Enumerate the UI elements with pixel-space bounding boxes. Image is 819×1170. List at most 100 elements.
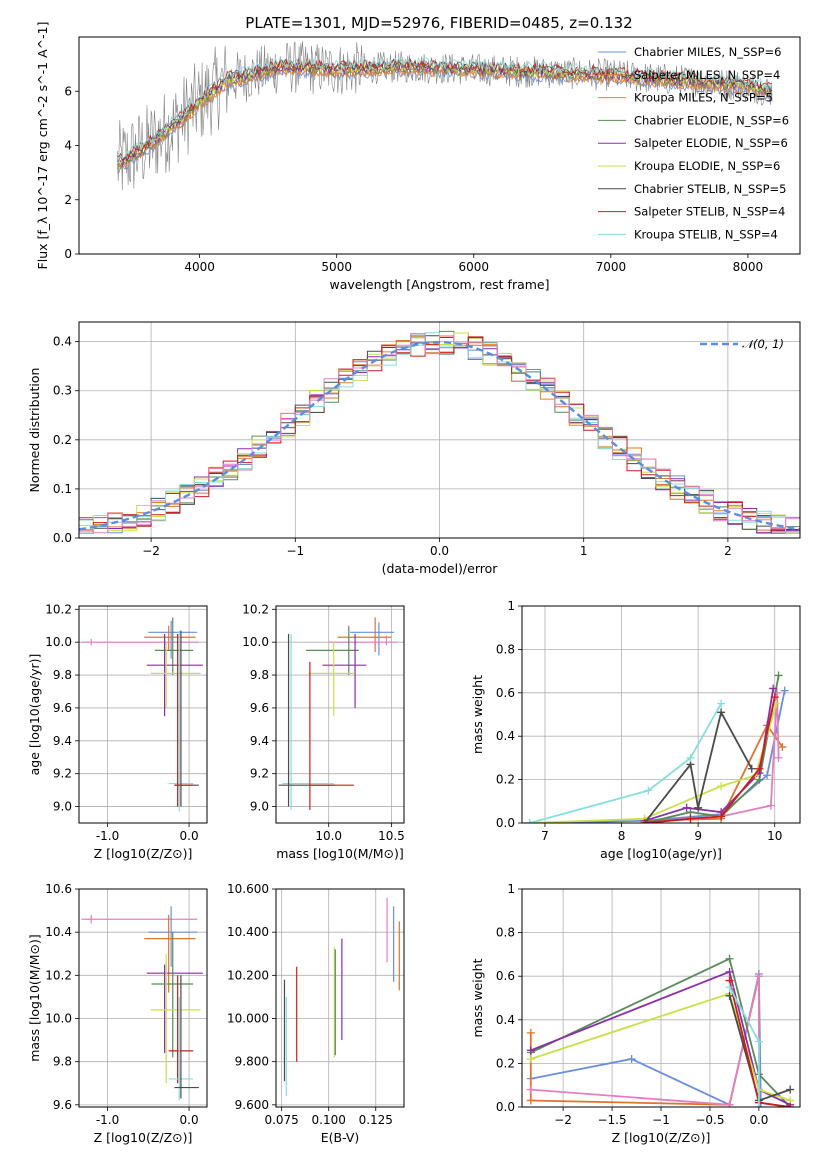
axes-frame bbox=[521, 605, 801, 824]
y-tick-label: 0.6 bbox=[496, 969, 515, 983]
legend-entry: Chabrier STELIB, N_SSP=5 bbox=[634, 182, 786, 196]
mass-weight-marker bbox=[526, 1096, 535, 1105]
x-tick-label: 5000 bbox=[321, 260, 352, 274]
y-tick-label: 0.2 bbox=[496, 773, 515, 787]
mass-weight-marker bbox=[644, 786, 653, 795]
y-tick-label: 2 bbox=[64, 193, 72, 207]
y-axis-label: Normed distribution bbox=[27, 368, 42, 493]
mass-weight-marker bbox=[774, 671, 783, 680]
y-tick-label: 10.200 bbox=[227, 968, 269, 982]
model-spectrum-line bbox=[117, 56, 773, 164]
mass-weight-marker bbox=[786, 1103, 795, 1107]
y-tick-label: 10.0 bbox=[45, 635, 72, 649]
plot-area-mass_vs_Z bbox=[81, 906, 203, 1101]
y-tick-label: 9.6 bbox=[53, 1098, 72, 1112]
x-axis-label: Z [log10(Z/Z⊙)] bbox=[612, 1130, 711, 1145]
y-axis-label: age [log10(age/yr)] bbox=[27, 654, 42, 776]
x-tick-label: 10.0 bbox=[315, 829, 342, 843]
mass-weight-marker bbox=[773, 688, 782, 697]
ticks-weight_vs_Z: −2 −1.5 −1 −0.5 0.0 0.0 0.2 0.4 0.6 0.8 1 bbox=[496, 882, 769, 1127]
y-tick-label: 0.8 bbox=[496, 642, 515, 656]
chart-spectrum: 4000 5000 6000 7000 8000 0 2 4 6 wavelength [Angs… bbox=[35, 22, 801, 292]
legend-entry: Salpeter STELIB, N_SSP=4 bbox=[634, 205, 785, 219]
plot-area-age_vs_Z bbox=[81, 617, 203, 812]
mass-weight-marker bbox=[717, 812, 726, 821]
mass-weight-line bbox=[530, 970, 791, 1106]
mass-weight-marker bbox=[754, 1037, 763, 1046]
y-tick-label: 10.400 bbox=[227, 925, 269, 939]
plot-area-residuals bbox=[79, 330, 800, 534]
y-tick-label: 9.4 bbox=[250, 734, 269, 748]
mass-weight-marker bbox=[640, 819, 649, 823]
residual-histogram bbox=[79, 332, 800, 534]
legend-entry: Kroupa ELODIE, N_SSP=6 bbox=[634, 159, 780, 173]
x-tick-label: 0.125 bbox=[359, 1113, 393, 1127]
y-tick-label: 9.6 bbox=[250, 701, 269, 715]
x-axis-label: Z [log10(Z/Z⊙)] bbox=[94, 1130, 193, 1145]
y-tick-label: 0.2 bbox=[53, 433, 72, 447]
x-tick-label: 10.5 bbox=[378, 829, 405, 843]
plot-area-weight_vs_age bbox=[525, 671, 789, 823]
x-tick-label: -1.0 bbox=[96, 1113, 119, 1127]
mass-weight-marker bbox=[756, 1103, 765, 1107]
x-tick-label: 8000 bbox=[733, 260, 764, 274]
x-tick-label: 0.0 bbox=[180, 829, 199, 843]
x-axis-label: (data-model)/error bbox=[382, 561, 499, 576]
y-tick-label: 10.4 bbox=[45, 925, 72, 939]
axes-frame bbox=[78, 605, 208, 824]
y-tick-label: 0.0 bbox=[53, 531, 72, 545]
y-tick-label: 9.4 bbox=[53, 734, 72, 748]
mass-weight-marker bbox=[717, 699, 726, 708]
chart-age_vs_Z: -1.0 0.0 9.0 9.2 9.4 9.6 9.8 10.0 10.2 Z [log10(Z… bbox=[27, 602, 208, 861]
mass-weight-marker bbox=[755, 764, 764, 773]
ticks-spectrum: 4000 5000 6000 7000 8000 0 2 4 6 bbox=[64, 84, 763, 274]
y-tick-label: 10.0 bbox=[45, 1012, 72, 1026]
mass-weight-line bbox=[644, 692, 780, 823]
x-tick-label: 0.075 bbox=[264, 1113, 298, 1127]
y-tick-label: 0.1 bbox=[53, 482, 72, 496]
y-tick-label: 9.6 bbox=[53, 701, 72, 715]
y-tick-label: 1 bbox=[507, 882, 515, 896]
mass-weight-marker bbox=[686, 814, 695, 823]
y-tick-label: 0.4 bbox=[496, 729, 515, 743]
x-tick-label: 7000 bbox=[596, 260, 627, 274]
chart-ebv: 0.075 0.100 0.125 9.600 9.800 10.000 10.200 10.… bbox=[227, 882, 405, 1145]
y-tick-label: 9.8 bbox=[250, 668, 269, 682]
axes-frame bbox=[275, 888, 405, 1108]
y-tick-label: 6 bbox=[64, 84, 72, 98]
y-tick-label: 9.0 bbox=[250, 800, 269, 814]
x-tick-label: −2 bbox=[142, 544, 160, 558]
axes-frame bbox=[78, 36, 801, 255]
x-tick-label: 9 bbox=[694, 829, 702, 843]
mass-weight-marker bbox=[717, 782, 726, 791]
legend-entry: Chabrier ELODIE, N_SSP=6 bbox=[634, 113, 789, 127]
x-tick-label: 2 bbox=[724, 544, 732, 558]
legend-entry: Kroupa STELIB, N_SSP=4 bbox=[634, 227, 778, 241]
mass-weight-marker bbox=[725, 967, 734, 976]
y-tick-label: 0.8 bbox=[496, 926, 515, 940]
ticks-mass_vs_Z: -1.0 0.0 9.6 9.8 10.0 10.2 10.4 10.6 bbox=[45, 882, 198, 1127]
x-tick-label: −1 bbox=[286, 544, 304, 558]
x-axis-label: mass [log10(M/M⊙)] bbox=[276, 846, 404, 861]
mass-weight-marker bbox=[725, 983, 734, 992]
plot-area-age_vs_mass bbox=[278, 617, 398, 810]
y-tick-label: 10.2 bbox=[242, 602, 269, 616]
y-tick-label: 0.3 bbox=[53, 384, 72, 398]
y-tick-label: 0.4 bbox=[496, 1013, 515, 1027]
spectrum-legend: Chabrier MILES, N_SSP=6 Salpeter MILES, N… bbox=[598, 45, 789, 241]
x-tick-label: −1 bbox=[652, 1113, 670, 1127]
x-axis-label: E(B-V) bbox=[321, 1130, 360, 1145]
x-tick-label: 0.100 bbox=[312, 1113, 346, 1127]
x-tick-label: 10 bbox=[767, 829, 782, 843]
mass-weight-marker bbox=[682, 803, 691, 812]
mass-weight-marker bbox=[763, 771, 772, 780]
legend-entry: 𝒩(0, 1) bbox=[742, 337, 784, 351]
y-tick-label: 0.0 bbox=[496, 816, 515, 830]
y-axis-label: mass [log10(M/M⊙)] bbox=[27, 934, 42, 1062]
mass-weight-line bbox=[529, 690, 786, 823]
plot-area-weight_vs_Z bbox=[526, 954, 795, 1107]
chart-weight_vs_Z: −2 −1.5 −1 −0.5 0.0 0.0 0.2 0.4 0.6 0.8 1 Z [log10(… bbox=[470, 882, 801, 1145]
y-axis-label: mass weight bbox=[470, 958, 485, 1037]
mass-weight-marker bbox=[780, 686, 789, 695]
